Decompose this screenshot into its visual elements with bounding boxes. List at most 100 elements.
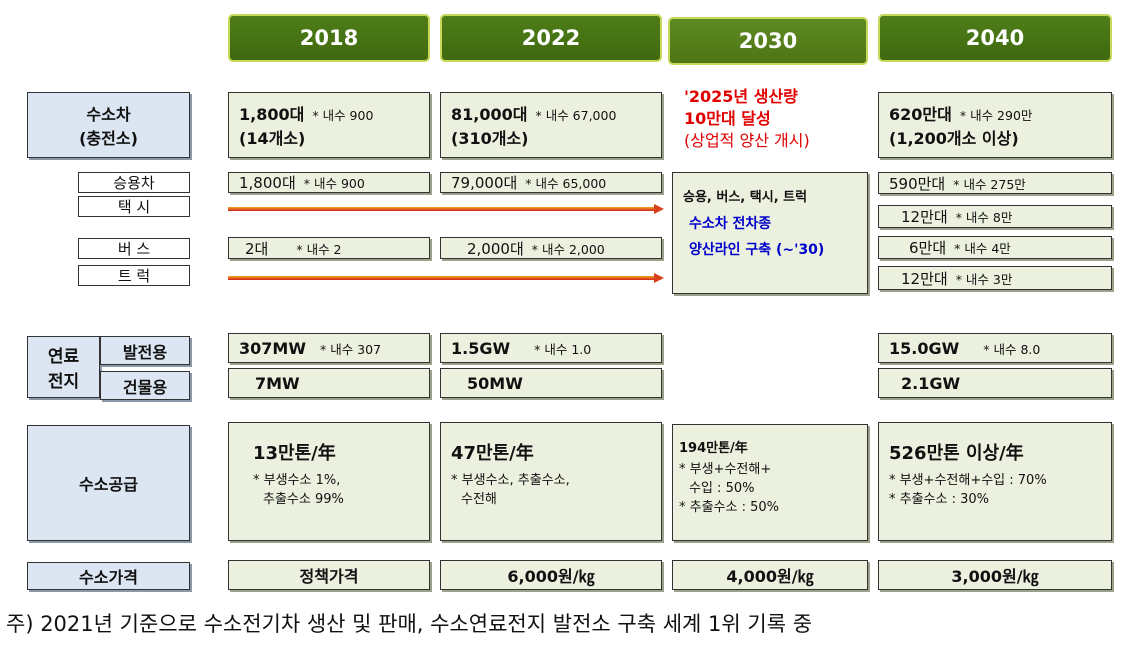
value: 1,800대	[239, 105, 305, 124]
cell: 79,000대 * 내수 65,000	[440, 172, 662, 193]
arrow	[228, 276, 656, 280]
value: 1,800대	[239, 174, 296, 192]
milestone: '2025년 생산량 10만대 달성 (상업적 양산 개시)	[684, 86, 874, 152]
value: 620만대	[889, 105, 952, 124]
cell: 2대 * 내수 2	[228, 237, 430, 259]
note: * 내수 67,000	[535, 108, 617, 123]
text: * 추출수소 : 50%	[679, 500, 780, 515]
arrows	[228, 204, 664, 283]
value: 3,000원/㎏	[951, 567, 1039, 586]
cell: 7MW	[228, 368, 430, 398]
arrow-head	[654, 273, 664, 283]
value: 194만톤/年	[679, 441, 748, 456]
label: 전지	[47, 372, 80, 392]
cell: 6,000원/㎏	[440, 560, 662, 590]
cell: 4,000원/㎏	[672, 560, 868, 590]
cell: 2.1GW	[878, 368, 1112, 398]
text: 수전해	[461, 492, 497, 507]
value: 12만대	[901, 269, 948, 288]
text: 승용, 버스, 택시, 트럭	[683, 190, 808, 205]
cell: 1.5GW * 내수 1.0	[440, 333, 662, 363]
year-header: 2022	[440, 14, 662, 62]
cell: 194만톤/年 * 부생+수전해+ 수입 : 50% * 추출수소 : 50%	[672, 424, 868, 541]
value: 1.5GW	[451, 338, 511, 358]
value: 2대	[245, 239, 269, 258]
sub-label: 승용차	[78, 172, 190, 193]
value: 50MW	[467, 373, 523, 393]
text: 추출수소 99%	[263, 492, 344, 507]
cell: 2,000대 * 내수 2,000	[440, 237, 662, 259]
footnote: 주) 2021년 기준으로 수소전기차 생산 및 판매, 수소연료전지 발전소 …	[6, 612, 813, 636]
text: (상업적 양산 개시)	[684, 131, 810, 150]
cell: 307MW * 내수 307	[228, 333, 430, 363]
plan-box: 승용, 버스, 택시, 트럭 수소차 전차종 양산라인 구축 (~'30)	[672, 172, 868, 294]
note: * 내수 275만	[953, 176, 1026, 192]
cell: 정책가격	[228, 560, 430, 590]
value: 47만톤/年	[451, 443, 534, 464]
text: * 부생수소, 추출수소,	[451, 473, 570, 488]
note: * 내수 8.0	[983, 341, 1041, 357]
cell: 47만톤/年 * 부생수소, 추출수소, 수전해	[440, 422, 662, 541]
text: 양산라인 구축 (~'30)	[689, 242, 825, 258]
cell: 6만대 * 내수 4만	[878, 236, 1112, 259]
note: * 내수 8만	[955, 210, 1013, 225]
value: 307MW	[239, 338, 306, 358]
value: 79,000대	[451, 174, 518, 192]
cell: 3,000원/㎏	[878, 560, 1112, 590]
sub-label: 버 스	[78, 238, 190, 259]
value: 526만톤 이상/年	[889, 443, 1024, 464]
sub-label: 건물용	[100, 371, 190, 400]
note: * 내수 4만	[954, 241, 1011, 256]
text: * 부생+수전해+	[679, 462, 772, 477]
note: * 내수 900	[303, 176, 365, 191]
label: 연료	[47, 347, 80, 367]
cell: 15.0GW * 내수 8.0	[878, 333, 1112, 363]
value: (1,200개소 이상)	[889, 129, 1019, 148]
value: 13만톤/年	[253, 443, 336, 464]
cell: 13만톤/年 * 부생수소 1%, 추출수소 99%	[228, 422, 430, 541]
cell: 620만대 * 내수 290만 (1,200개소 이상)	[878, 92, 1112, 158]
row-label: 수소공급	[27, 425, 190, 541]
cell: 1,800대 * 내수 900 (14개소)	[228, 92, 430, 158]
note: * 내수 900	[312, 108, 374, 123]
sub-label: 발전용	[100, 336, 190, 365]
cell: 12만대 * 내수 8만	[878, 205, 1112, 228]
text: 수소차 전차종	[689, 216, 772, 232]
cell: 1,800대 * 내수 900	[228, 172, 430, 193]
note: * 내수 65,000	[525, 176, 607, 191]
text: * 추출수소 : 30%	[889, 492, 990, 507]
label: (충전소)	[79, 129, 138, 148]
cell: 81,000대 * 내수 67,000 (310개소)	[440, 92, 662, 158]
note: * 내수 2	[296, 241, 342, 257]
note: * 내수 2,000	[531, 241, 605, 257]
arrow	[228, 207, 656, 211]
cell: 526만톤 이상/年 * 부생+수전해+수입 : 70% * 추출수소 : 30…	[878, 422, 1112, 541]
cell: 50MW	[440, 368, 662, 398]
sub-label: 택 시	[78, 196, 190, 217]
label: 수소차	[86, 105, 131, 124]
text: * 부생수소 1%,	[253, 473, 341, 488]
value: (14개소)	[239, 129, 306, 148]
arrow-head	[654, 204, 664, 214]
value: 590만대	[889, 174, 946, 193]
sub-label: 트 럭	[78, 265, 190, 286]
cell: 12만대 * 내수 3만	[878, 266, 1112, 290]
value: 4,000원/㎏	[726, 567, 814, 586]
year-header: 2030	[668, 17, 868, 65]
row-label: 연료 전지	[27, 336, 100, 398]
value: 6,000원/㎏	[507, 567, 595, 586]
cell: 590만대 * 내수 275만	[878, 172, 1112, 194]
row-label: 수소가격	[27, 562, 190, 590]
value: 12만대	[901, 208, 948, 226]
value: 2.1GW	[901, 373, 961, 393]
text: '2025년 생산량	[684, 87, 798, 106]
note: * 내수 290만	[959, 108, 1033, 123]
value: 7MW	[255, 373, 300, 393]
note: * 내수 3만	[955, 271, 1013, 287]
value: 정책가격	[299, 567, 359, 586]
row-label: 수소차 (충전소)	[27, 92, 190, 158]
value: 81,000대	[451, 105, 528, 124]
text: 수입 : 50%	[689, 481, 755, 496]
value: 15.0GW	[889, 338, 960, 358]
value: 2,000대	[467, 239, 524, 258]
